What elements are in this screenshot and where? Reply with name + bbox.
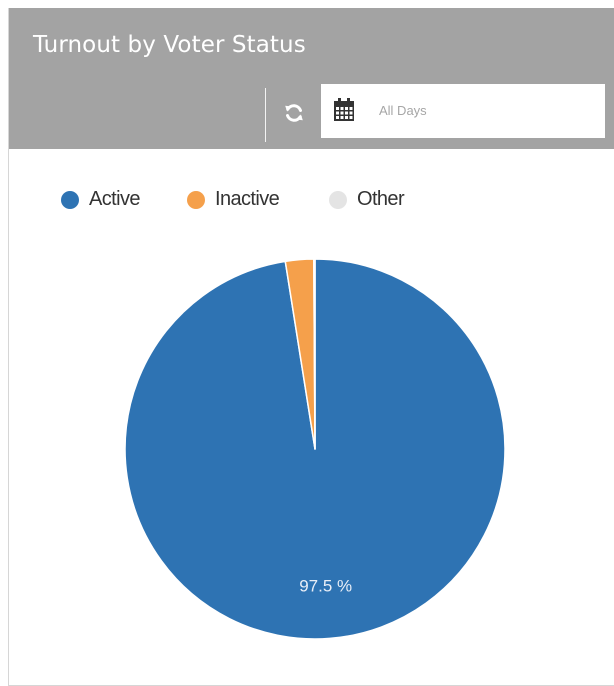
calendar-icon xyxy=(334,98,354,121)
legend-label-inactive: Inactive xyxy=(215,188,280,210)
toolbar-divider xyxy=(265,88,266,142)
legend-item-active[interactable]: Active xyxy=(61,188,140,211)
widget-title: Turnout by Voter Status xyxy=(33,32,306,58)
legend-label-other: Other xyxy=(357,188,405,210)
pie-label-active: 97.5 % xyxy=(299,576,352,595)
date-range-value: All Days xyxy=(379,103,427,118)
refresh-button[interactable] xyxy=(281,100,307,126)
legend-item-inactive[interactable]: Inactive xyxy=(187,188,280,211)
legend-swatch-other xyxy=(329,190,347,209)
date-range-field[interactable]: All Days xyxy=(321,84,605,138)
pie-slice-other[interactable] xyxy=(313,258,316,450)
legend-swatch-active xyxy=(61,190,79,209)
widget-header: Turnout by Voter Status All Days xyxy=(9,8,614,149)
legend-label-active: Active xyxy=(89,188,140,210)
refresh-icon xyxy=(285,104,303,122)
legend-swatch-inactive xyxy=(187,190,205,209)
legend-item-other[interactable]: Other xyxy=(329,188,405,211)
